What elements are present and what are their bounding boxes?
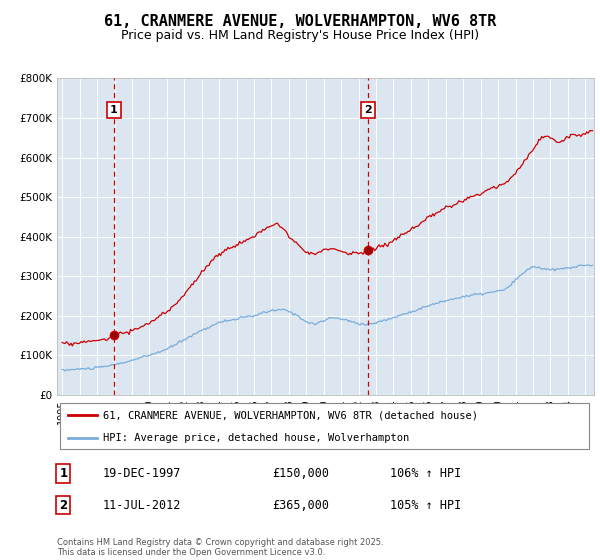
Text: Price paid vs. HM Land Registry's House Price Index (HPI): Price paid vs. HM Land Registry's House … [121,29,479,42]
Text: 61, CRANMERE AVENUE, WOLVERHAMPTON, WV6 8TR (detached house): 61, CRANMERE AVENUE, WOLVERHAMPTON, WV6 … [103,410,478,421]
Text: HPI: Average price, detached house, Wolverhampton: HPI: Average price, detached house, Wolv… [103,433,409,444]
Text: 2: 2 [364,105,372,115]
Text: Contains HM Land Registry data © Crown copyright and database right 2025.
This d: Contains HM Land Registry data © Crown c… [57,538,383,557]
Text: 2: 2 [59,498,68,511]
Text: 11-JUL-2012: 11-JUL-2012 [103,498,181,511]
Text: 105% ↑ HPI: 105% ↑ HPI [390,498,461,511]
FancyBboxPatch shape [59,403,589,449]
Text: 1: 1 [59,467,68,480]
Text: 19-DEC-1997: 19-DEC-1997 [103,467,181,480]
Text: £150,000: £150,000 [272,467,329,480]
Text: 61, CRANMERE AVENUE, WOLVERHAMPTON, WV6 8TR: 61, CRANMERE AVENUE, WOLVERHAMPTON, WV6 … [104,14,496,29]
Text: £365,000: £365,000 [272,498,329,511]
Text: 106% ↑ HPI: 106% ↑ HPI [390,467,461,480]
Text: 1: 1 [110,105,118,115]
